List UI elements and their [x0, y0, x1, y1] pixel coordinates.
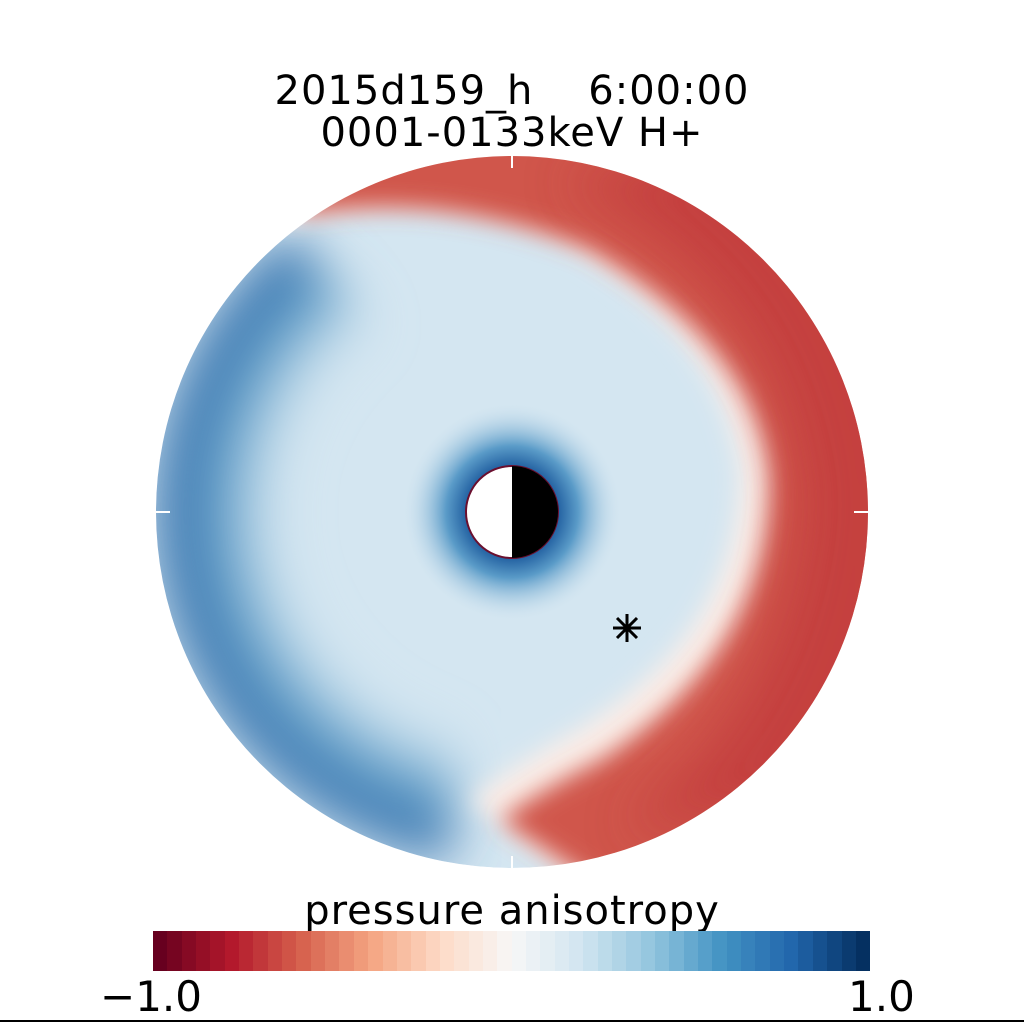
colorbar-step [597, 931, 612, 971]
colorbar-step [497, 931, 512, 971]
colorbar-step [325, 931, 340, 971]
colorbar-step [382, 931, 397, 971]
colorbar-step [296, 931, 311, 971]
colorbar-step [153, 931, 168, 971]
colorbar-step [224, 931, 240, 971]
colorbar-step [310, 931, 326, 971]
colorbar-step [626, 931, 641, 971]
colorbar-max-label: 1.0 [848, 972, 915, 1021]
asterisk-marker [613, 614, 641, 642]
colorbar-step [239, 931, 254, 971]
axis-ticks [156, 156, 868, 868]
colorbar-step [554, 931, 569, 971]
colorbar-step [425, 931, 440, 971]
colorbar-step [511, 931, 526, 971]
colorbar-step [196, 931, 211, 971]
colorbar-step [683, 931, 699, 971]
colorbar-step [755, 931, 770, 971]
colorbar-step [525, 931, 541, 971]
colorbar-step [339, 931, 354, 971]
colorbar-step [439, 931, 455, 971]
colorbar [153, 931, 871, 971]
colorbar-step [769, 931, 785, 971]
colorbar-step [167, 931, 182, 971]
colorbar-step [812, 931, 828, 971]
colorbar-step [468, 931, 483, 971]
field-blue-rim [156, 235, 470, 860]
earth-night-side [512, 466, 558, 558]
colorbar-step [210, 931, 225, 971]
bottom-border [0, 1020, 1024, 1022]
colorbar-step [253, 931, 268, 971]
colorbar-step [568, 931, 584, 971]
colorbar-step [612, 931, 627, 971]
colorbar-step [741, 931, 756, 971]
colorbar-step [655, 931, 670, 971]
colorbar-step [368, 931, 383, 971]
colorbar-step [181, 931, 197, 971]
colorbar-step [482, 931, 498, 971]
colorbar-step [583, 931, 598, 971]
colorbar-step [855, 931, 871, 971]
colorbar-step [454, 931, 469, 971]
colorbar-step [698, 931, 713, 971]
colorbar-step [669, 931, 684, 971]
colorbar-step [827, 931, 842, 971]
colorbar-label: pressure anisotropy [304, 888, 720, 934]
plot-title-line1: 2015d159_h 6:00:00 [274, 68, 750, 114]
colorbar-step [784, 931, 799, 971]
colorbar-min-label: −1.0 [100, 972, 202, 1021]
colorbar-step [396, 931, 412, 971]
colorbar-step [353, 931, 369, 971]
colorbar-step [540, 931, 555, 971]
colorbar-step [841, 931, 856, 971]
colorbar-step [712, 931, 727, 971]
colorbar-step [411, 931, 426, 971]
colorbar-step [798, 931, 813, 971]
plot-title-line2: 0001-0133keV H+ [320, 110, 704, 156]
colorbar-step [282, 931, 297, 971]
colorbar-step [726, 931, 742, 971]
colorbar-step [267, 931, 283, 971]
colorbar-step [640, 931, 656, 971]
